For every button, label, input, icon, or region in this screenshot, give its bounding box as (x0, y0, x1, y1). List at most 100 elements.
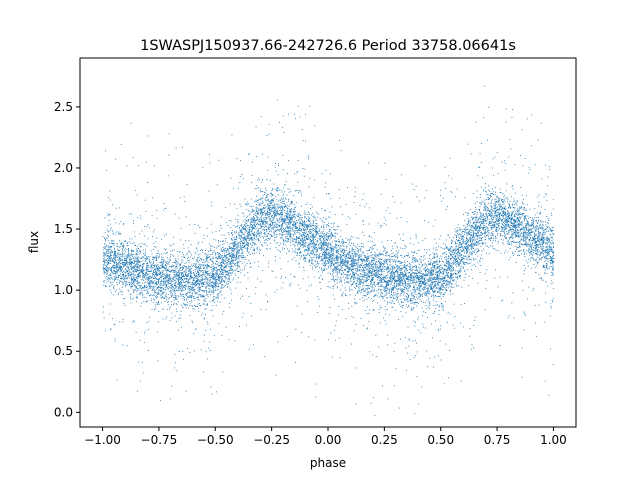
data-point (313, 237, 315, 239)
data-point (242, 243, 244, 244)
data-point (134, 235, 136, 237)
data-point (391, 268, 393, 270)
data-point (399, 281, 401, 283)
data-point (140, 246, 142, 248)
data-point (269, 211, 270, 213)
data-point (376, 275, 378, 276)
data-point (515, 192, 517, 194)
data-point (363, 272, 365, 274)
data-point (536, 253, 538, 255)
data-point (311, 244, 313, 246)
data-point (202, 279, 203, 281)
data-point (144, 260, 146, 262)
data-point (541, 252, 542, 254)
data-point (248, 229, 250, 231)
data-point (516, 204, 518, 206)
data-point (302, 223, 303, 225)
data-point (114, 265, 116, 266)
data-point (108, 236, 109, 237)
data-point (551, 240, 553, 242)
data-point (474, 233, 476, 235)
data-point (323, 222, 325, 223)
data-point (231, 257, 233, 259)
data-point (407, 293, 408, 295)
data-point (140, 251, 141, 253)
data-point (410, 278, 412, 280)
data-point (214, 277, 216, 279)
data-point (434, 261, 436, 262)
data-point (455, 281, 457, 283)
data-point (145, 259, 147, 260)
data-point (498, 213, 500, 215)
data-point (236, 245, 238, 247)
data-point (362, 270, 364, 271)
data-point (132, 278, 134, 279)
data-point (299, 226, 300, 228)
data-point (429, 300, 431, 302)
data-point (536, 196, 538, 198)
data-point (383, 263, 384, 265)
data-point (379, 261, 381, 263)
data-point (202, 294, 204, 296)
data-point (133, 271, 134, 273)
data-point (503, 200, 505, 202)
data-point (467, 217, 469, 219)
data-point (260, 220, 262, 222)
data-point (375, 274, 377, 276)
data-point (249, 248, 251, 250)
data-point (475, 226, 477, 227)
data-point (221, 278, 223, 280)
data-point (347, 257, 348, 259)
data-point (229, 262, 231, 264)
data-point (264, 234, 266, 236)
data-point (446, 270, 447, 271)
data-point (522, 238, 524, 239)
data-point (456, 285, 458, 287)
data-point (324, 264, 326, 266)
data-point (424, 284, 425, 286)
data-point (508, 241, 510, 243)
data-point (451, 277, 453, 279)
data-point (296, 242, 298, 243)
data-point (374, 257, 376, 259)
data-point (193, 272, 195, 274)
data-point (211, 276, 213, 278)
data-point (394, 286, 396, 288)
data-point (192, 305, 194, 307)
data-point (205, 290, 207, 292)
data-point (166, 274, 168, 276)
data-point (399, 295, 401, 297)
data-point (323, 265, 324, 267)
data-point (305, 204, 307, 205)
data-point (255, 225, 257, 227)
data-point (366, 298, 368, 300)
data-point (479, 260, 481, 262)
data-point (522, 235, 524, 237)
data-point (506, 213, 508, 215)
data-point (141, 302, 142, 304)
data-point (352, 261, 354, 263)
data-point (535, 231, 537, 232)
data-point (315, 217, 317, 219)
data-point (205, 351, 207, 353)
data-point (104, 217, 106, 219)
data-point (459, 271, 461, 273)
data-point (275, 210, 277, 212)
data-point (333, 251, 334, 252)
data-point (540, 122, 542, 124)
data-point (142, 259, 144, 261)
data-point (257, 247, 258, 249)
data-point (363, 268, 365, 270)
data-point (350, 255, 352, 257)
data-point (487, 199, 489, 200)
data-point (268, 214, 270, 215)
data-point (299, 257, 301, 259)
data-point (147, 182, 148, 183)
data-point (301, 205, 302, 207)
data-point (139, 294, 141, 296)
data-point (251, 231, 253, 233)
data-point (364, 261, 366, 263)
data-point (441, 267, 443, 268)
data-point (290, 273, 291, 275)
data-point (356, 247, 358, 249)
